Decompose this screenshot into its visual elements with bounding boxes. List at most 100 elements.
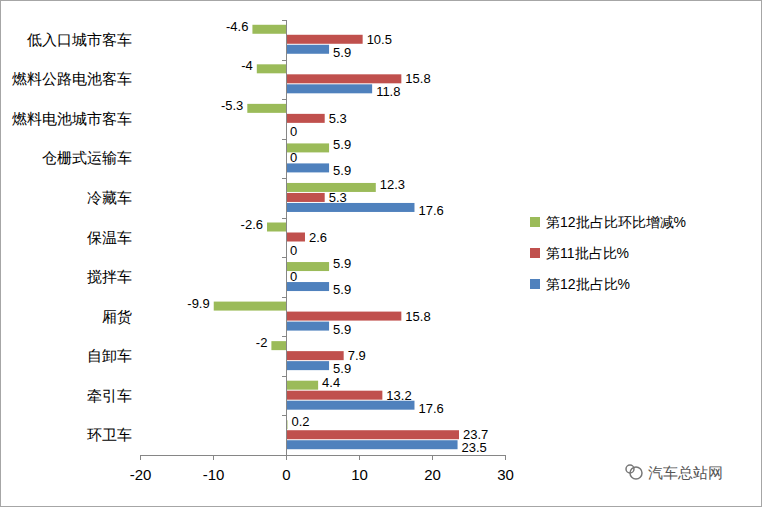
bar [267, 223, 286, 232]
data-label: 23.5 [462, 440, 487, 455]
data-label: 5.3 [329, 190, 347, 205]
tick-label: 10 [351, 466, 368, 483]
data-label: 0 [290, 269, 297, 284]
bar [286, 430, 459, 439]
data-label: 5.9 [333, 282, 351, 297]
data-label: 2.6 [309, 230, 327, 245]
data-label: -9.9 [187, 296, 209, 311]
legend-label: 第12批占比% [546, 276, 630, 292]
tick-label: 30 [497, 466, 514, 483]
bar [286, 193, 325, 202]
tick-label: -20 [130, 466, 152, 483]
data-label: 5.3 [329, 111, 347, 126]
bar [247, 104, 286, 113]
category-tick [282, 99, 286, 100]
category-tick [282, 178, 286, 179]
bar [286, 35, 363, 44]
data-label: 0 [290, 124, 297, 139]
tick-label: 20 [424, 466, 441, 483]
category-label: 冷藏车 [87, 189, 132, 206]
annotation: 汽车总站网 [648, 464, 723, 481]
bar [286, 440, 458, 449]
category-label: 燃料电池城市客车 [12, 110, 132, 127]
data-label: 12.3 [380, 177, 405, 192]
category-tick [282, 257, 286, 258]
tick [359, 455, 360, 460]
category-axis [286, 20, 287, 455]
data-label: -5.3 [221, 98, 243, 113]
chart-frame [1, 1, 762, 507]
legend-swatch [530, 279, 540, 289]
category-label: 自卸车 [87, 347, 132, 364]
category-tick [282, 415, 286, 416]
category-label: 环卫车 [87, 426, 132, 443]
category-label: 保温车 [87, 229, 132, 246]
category-label: 仓栅式运输车 [42, 149, 132, 166]
bars [214, 25, 459, 449]
bar [214, 302, 286, 311]
data-label: 15.8 [405, 309, 430, 324]
bar [286, 351, 344, 360]
bar [286, 361, 329, 370]
category-label: 厢货 [102, 308, 132, 325]
data-label: 5.9 [333, 322, 351, 337]
data-label: 0.2 [291, 414, 309, 429]
bar [286, 84, 372, 93]
bar [286, 203, 414, 212]
category-tick [282, 218, 286, 219]
category-tick [282, 139, 286, 140]
bar [257, 64, 286, 73]
data-label: 5.9 [333, 163, 351, 178]
data-label: -2 [256, 335, 268, 350]
bar [286, 233, 305, 242]
category-label: 燃料公路电池客车 [12, 70, 132, 87]
tick [505, 455, 506, 460]
bar [286, 74, 401, 83]
legend-swatch [530, 217, 540, 227]
data-label: 13.2 [386, 388, 411, 403]
data-label: -4 [241, 58, 253, 73]
category-tick [282, 60, 286, 61]
data-label: 17.6 [418, 401, 443, 416]
category-tick [282, 336, 286, 337]
bar [286, 45, 329, 54]
data-label: 5.9 [333, 45, 351, 60]
tick-label: -10 [203, 466, 225, 483]
data-label: 5.9 [333, 137, 351, 152]
category-tick [282, 297, 286, 298]
bar [286, 114, 325, 123]
data-label: 10.5 [367, 32, 392, 47]
data-label: 0 [290, 150, 297, 165]
bar [286, 322, 329, 331]
legend-label: 第12批占比环比增减% [546, 214, 686, 230]
bar [271, 341, 286, 350]
data-label: 11.8 [376, 84, 400, 99]
category-label: 搅拌车 [87, 268, 132, 285]
data-label: -4.6 [226, 19, 248, 34]
legend-swatch [530, 248, 540, 258]
tick [286, 455, 287, 460]
data-label: 15.8 [405, 71, 430, 86]
data-label: 5.9 [333, 256, 351, 271]
tick-label: 0 [282, 466, 290, 483]
data-label: 17.6 [418, 203, 443, 218]
bar [286, 381, 318, 390]
bar [252, 25, 286, 34]
chart: -20-100102030低入口城市客车燃料公路电池客车燃料电池城市客车仓栅式运… [0, 0, 762, 507]
tick [213, 455, 214, 460]
category-label: 牵引车 [87, 387, 132, 404]
bar [286, 312, 401, 321]
data-label: -2.6 [241, 217, 263, 232]
category-tick [282, 376, 286, 377]
tick [140, 455, 141, 460]
x-axis [140, 455, 505, 456]
bar [286, 391, 382, 400]
logo: 汽车总站网 [626, 464, 723, 481]
tick [432, 455, 433, 460]
data-label: 0 [290, 243, 297, 258]
data-label: 7.9 [348, 348, 366, 363]
data-label: 4.4 [322, 375, 340, 390]
data-label: 23.7 [463, 427, 488, 442]
legend-label: 第11批占比% [546, 245, 629, 261]
category-tick [282, 20, 286, 21]
